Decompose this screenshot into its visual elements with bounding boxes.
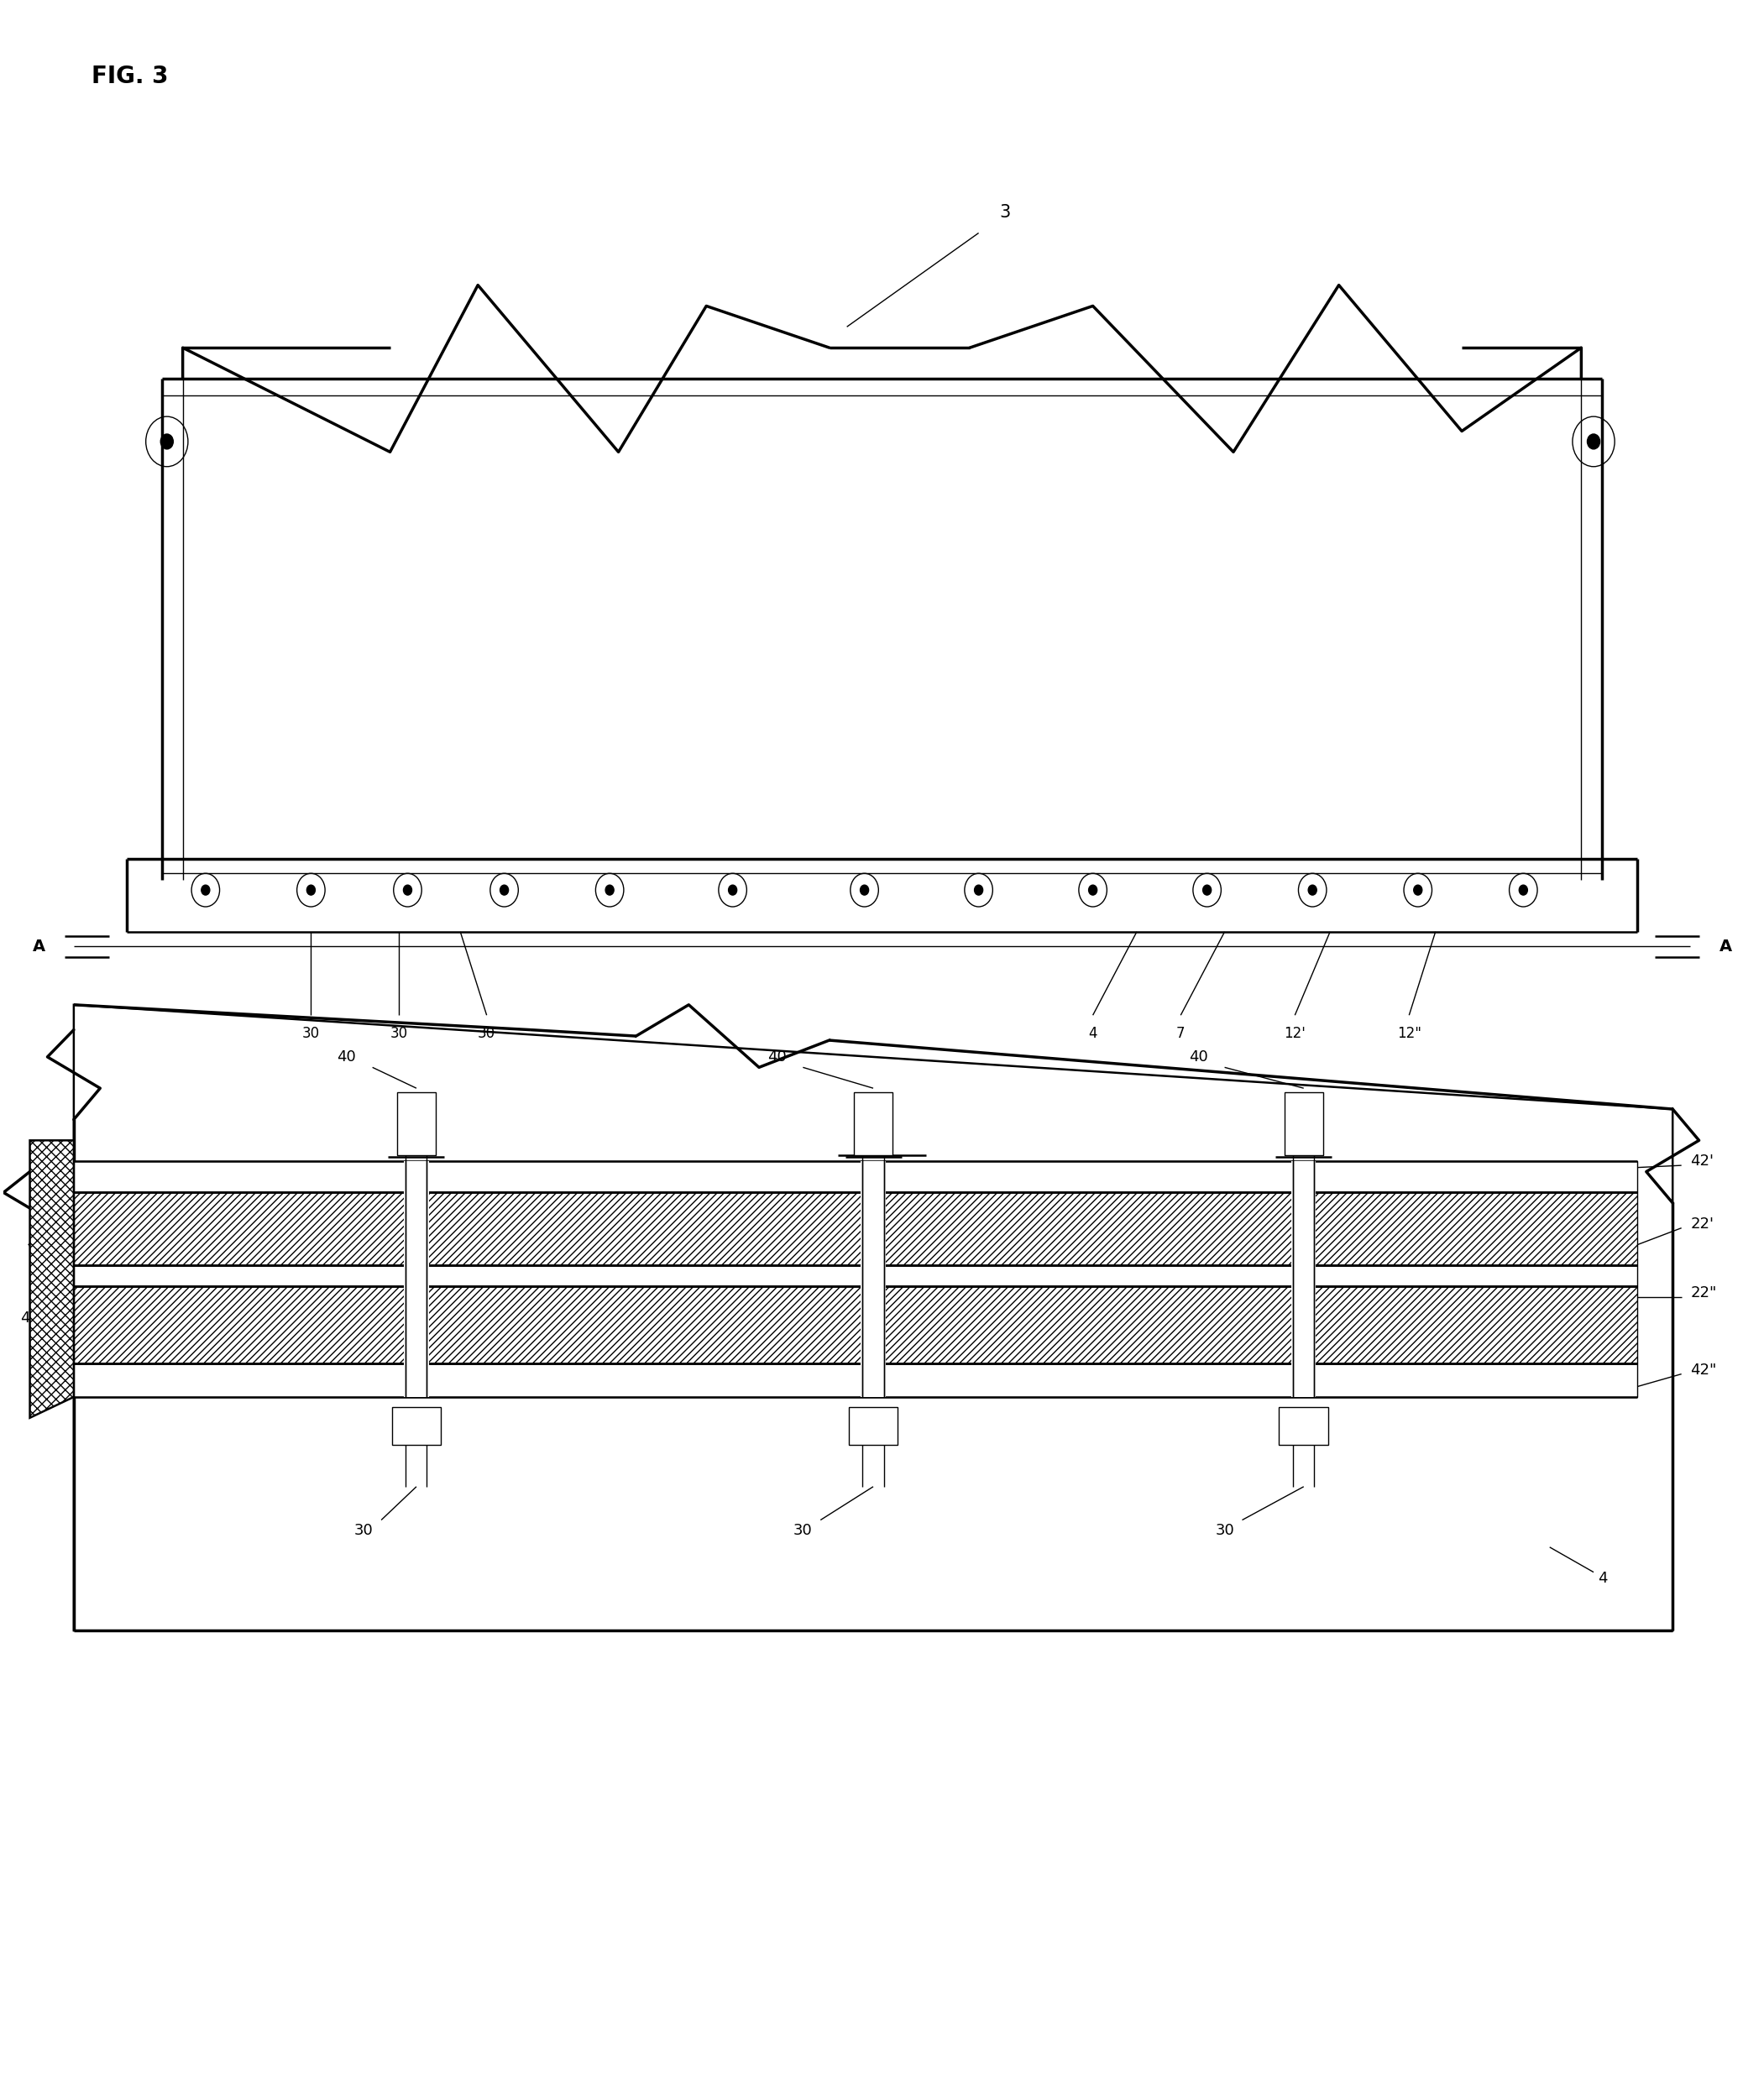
Circle shape bbox=[1203, 885, 1212, 896]
Text: 40: 40 bbox=[767, 1049, 787, 1065]
Circle shape bbox=[605, 885, 614, 896]
Text: 4: 4 bbox=[1088, 1026, 1097, 1040]
Bar bbox=[74, 1363, 1637, 1396]
Circle shape bbox=[404, 885, 411, 896]
Text: 30: 30 bbox=[302, 1026, 319, 1040]
Bar bbox=[392, 1406, 441, 1444]
Circle shape bbox=[861, 885, 868, 896]
Polygon shape bbox=[30, 1141, 74, 1417]
Bar bbox=[74, 1287, 1637, 1363]
Circle shape bbox=[1309, 885, 1316, 896]
Text: 30: 30 bbox=[355, 1524, 374, 1538]
Bar bbox=[74, 1193, 1637, 1266]
Text: A: A bbox=[1718, 938, 1732, 954]
Text: FIG. 3: FIG. 3 bbox=[92, 65, 168, 88]
Circle shape bbox=[201, 885, 210, 896]
Circle shape bbox=[974, 885, 983, 896]
Text: 41: 41 bbox=[19, 1310, 39, 1325]
Text: FIG 4: FIG 4 bbox=[92, 1170, 159, 1193]
Text: A: A bbox=[32, 938, 46, 954]
Text: 42': 42' bbox=[1690, 1153, 1715, 1168]
Bar bbox=[854, 1093, 893, 1155]
Circle shape bbox=[161, 433, 173, 450]
Bar bbox=[848, 1406, 898, 1444]
Bar bbox=[1291, 1162, 1316, 1396]
Text: 40: 40 bbox=[337, 1049, 356, 1065]
Text: 12": 12" bbox=[1397, 1026, 1422, 1040]
Polygon shape bbox=[74, 1005, 1672, 1630]
Text: 42": 42" bbox=[1690, 1363, 1716, 1377]
Bar bbox=[404, 1162, 429, 1396]
Circle shape bbox=[307, 885, 316, 896]
Circle shape bbox=[1519, 885, 1528, 896]
Circle shape bbox=[1413, 885, 1422, 896]
Bar bbox=[1284, 1093, 1323, 1155]
Circle shape bbox=[729, 885, 737, 896]
Circle shape bbox=[1588, 433, 1600, 450]
Text: 7: 7 bbox=[1177, 1026, 1185, 1040]
Text: 23: 23 bbox=[871, 1122, 893, 1139]
Text: 22": 22" bbox=[1690, 1285, 1716, 1300]
Text: 30: 30 bbox=[1215, 1524, 1235, 1538]
Text: 3: 3 bbox=[1000, 203, 1011, 220]
Text: 30: 30 bbox=[794, 1524, 813, 1538]
Text: 30: 30 bbox=[390, 1026, 407, 1040]
Text: 7: 7 bbox=[34, 1258, 44, 1273]
Circle shape bbox=[1088, 885, 1097, 896]
Bar bbox=[861, 1162, 886, 1396]
Bar bbox=[74, 1266, 1637, 1287]
Text: 12': 12' bbox=[1284, 1026, 1305, 1040]
Text: SECTION A-A: SECTION A-A bbox=[806, 1172, 958, 1193]
Text: 40: 40 bbox=[1189, 1049, 1208, 1065]
Text: 4: 4 bbox=[1598, 1572, 1607, 1586]
Bar bbox=[397, 1093, 436, 1155]
Circle shape bbox=[499, 885, 508, 896]
Bar bbox=[74, 1162, 1637, 1193]
Text: 30: 30 bbox=[478, 1026, 496, 1040]
Bar bbox=[1279, 1406, 1328, 1444]
Text: 22': 22' bbox=[1690, 1216, 1715, 1231]
